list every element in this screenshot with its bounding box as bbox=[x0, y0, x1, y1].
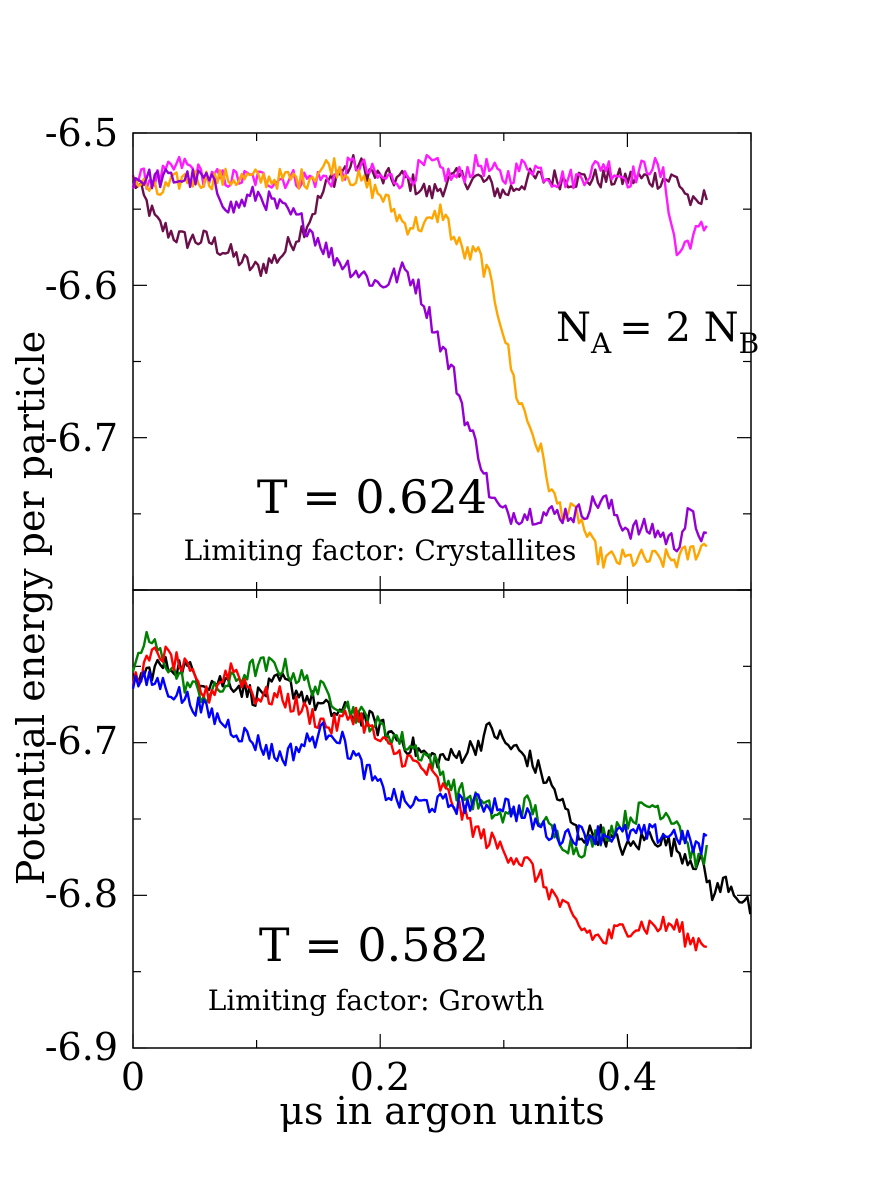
ratio-sub-b: B bbox=[739, 327, 760, 360]
xtick-label-2: 0.4 bbox=[597, 1055, 657, 1099]
bottom-series-green bbox=[131, 630, 708, 869]
bottom-panel-frame bbox=[132, 589, 752, 1049]
y-axis-label: Potential energy per particle bbox=[9, 331, 53, 886]
bottom-panel-ticks bbox=[132, 589, 752, 1049]
top-temperature-label: T = 0.624 bbox=[257, 470, 487, 524]
ratio-n-a: N bbox=[556, 305, 591, 351]
top-ytick-label-0: -6.5 bbox=[45, 111, 118, 155]
bottom-panel-series bbox=[131, 630, 752, 952]
top-series-purple bbox=[131, 168, 708, 553]
xtick-label-1: 0.2 bbox=[350, 1055, 410, 1099]
x-axis-label: μs in argon units bbox=[279, 1089, 604, 1133]
top-panel-series bbox=[131, 153, 708, 569]
ratio-mid: = 2 N bbox=[619, 305, 738, 351]
bottom-series-red bbox=[131, 645, 708, 952]
xtick-label-0: 0 bbox=[121, 1055, 145, 1099]
top-ytick-label-1: -6.6 bbox=[45, 264, 118, 308]
top-annotation-ratio: NA = 2 NB bbox=[556, 305, 759, 360]
top-limiting-factor-label: Limiting factor: Crystallites bbox=[184, 534, 577, 567]
x-axis-label-rest: s in argon units bbox=[304, 1089, 605, 1133]
bottom-ytick-label-0: -6.7 bbox=[45, 719, 118, 763]
top-series-maroon bbox=[131, 153, 708, 277]
top-ytick-label-2: -6.7 bbox=[45, 416, 118, 460]
bottom-limiting-factor-label: Limiting factor: Growth bbox=[208, 984, 545, 1017]
top-series-orange bbox=[131, 157, 708, 569]
ratio-sub-a: A bbox=[590, 327, 612, 360]
bottom-ytick-label-1: -6.8 bbox=[45, 872, 118, 916]
bottom-series-blue bbox=[131, 670, 708, 856]
bottom-temperature-label: T = 0.582 bbox=[259, 918, 489, 972]
x-axis-label-mu: μ bbox=[279, 1089, 304, 1133]
top-panel-ticks bbox=[132, 132, 752, 591]
bottom-ytick-label-2: -6.9 bbox=[45, 1025, 118, 1069]
top-series-magenta bbox=[131, 153, 708, 257]
